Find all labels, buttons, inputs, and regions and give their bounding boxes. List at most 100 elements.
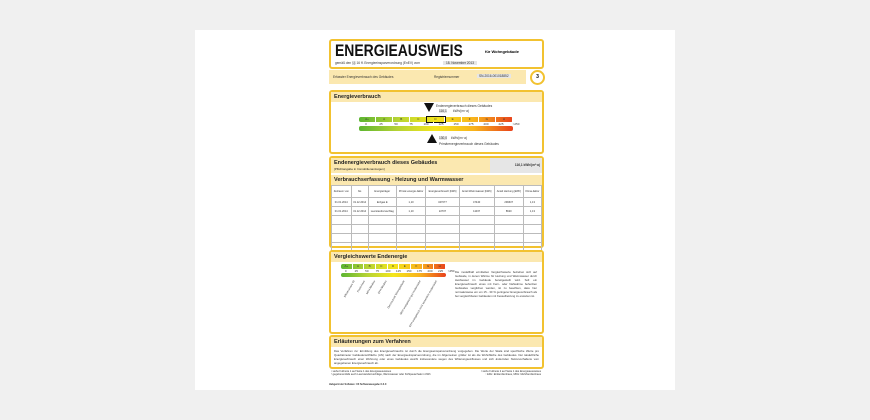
table-row: 01.01.2014 31.12.2014 Leerstandszuschlag 1,… bbox=[331, 206, 543, 216]
energy-title: Energieverbrauch bbox=[331, 92, 542, 102]
table-cell: 1,13 bbox=[522, 206, 543, 216]
energy-ticks: 0 25 50 75 100 125 150 175 200 225 >250 bbox=[359, 122, 524, 126]
column-header: Zeitraum von bbox=[331, 185, 352, 198]
end-label: Endenergieverbrauch dieses Gebäudes bbox=[436, 104, 493, 108]
table-cell bbox=[331, 224, 352, 234]
tick-label: 150 bbox=[449, 122, 464, 126]
consumption-table: Zeitraum von bis Energieträger Primär-energ… bbox=[331, 185, 543, 252]
primary-value: 130,0 bbox=[439, 136, 447, 140]
consumption-section: Endenergieverbrauch dieses Gebäudes [Pfl… bbox=[329, 156, 544, 252]
energy-class-D: D bbox=[388, 264, 400, 269]
title-box: ENERGIEAUSWEIS für Wohngebäude gemäß den… bbox=[329, 39, 544, 69]
compare-class-scale: A+ A B C D E F G H bbox=[341, 264, 447, 269]
table-cell bbox=[522, 215, 543, 225]
end-box-value: 116,1 kWh/(m²·a) bbox=[490, 158, 542, 173]
table-cell bbox=[493, 215, 524, 225]
end-value: 116,1 bbox=[439, 109, 447, 113]
table-cell: 1,10 bbox=[395, 206, 427, 216]
table-cell bbox=[425, 224, 460, 234]
table-cell: 31.12.2014 bbox=[350, 197, 369, 207]
tick-label: 0 bbox=[341, 269, 352, 273]
compare-ticks: 0 25 50 75 100 125 150 175 200 225 >250 bbox=[341, 269, 457, 273]
tick-label: 50 bbox=[389, 122, 404, 126]
energy-class-A+: A+ bbox=[359, 117, 377, 122]
column-header: Primär-energie-faktor bbox=[395, 185, 427, 198]
table-cell bbox=[522, 233, 543, 243]
footer-text: Hubgerät der Software: XX Softwareausgab… bbox=[329, 383, 387, 386]
law-text: gemäß den §§ 16 ff. Energieeinsparverord… bbox=[335, 61, 420, 65]
table-cell bbox=[493, 233, 524, 243]
energy-class-A: A bbox=[376, 117, 394, 122]
unit: kWh/(m²·a) bbox=[453, 109, 469, 113]
table-cell bbox=[458, 224, 495, 234]
tick-label: 225 bbox=[436, 269, 447, 273]
tick-label: 75 bbox=[404, 122, 419, 126]
table-cell bbox=[367, 233, 397, 243]
tick-label: 100 bbox=[419, 122, 434, 126]
table-cell bbox=[350, 215, 369, 225]
table-cell bbox=[425, 215, 460, 225]
explain-title: Erläuterungen zum Verfahren bbox=[331, 337, 542, 347]
compare-text: Die modellhaft ermittelten Vergleichswer… bbox=[455, 270, 537, 298]
table-cell bbox=[367, 224, 397, 234]
table-cell: Leerstandszuschlag bbox=[367, 206, 397, 216]
energy-class-scale: A+ A B C D E F G H bbox=[359, 116, 513, 123]
tick-label: 75 bbox=[373, 269, 384, 273]
end-box-note: [Pflichtangabe in Immobilienanzeigen] bbox=[334, 167, 385, 171]
table-cell bbox=[493, 224, 524, 234]
table-cell bbox=[395, 233, 427, 243]
tick-label: 225 bbox=[494, 122, 509, 126]
table-cell bbox=[395, 224, 427, 234]
energy-class-F: F bbox=[411, 264, 423, 269]
end-box-title: Endenergieverbrauch dieses Gebäudes bbox=[334, 160, 438, 166]
tick-label: 175 bbox=[464, 122, 479, 126]
tick-label: 125 bbox=[434, 122, 449, 126]
table-cell: 299637 bbox=[493, 197, 524, 207]
footnote: ¹ siehe Fußnote 1 auf Seite 1 des Energi… bbox=[331, 370, 392, 373]
arrow-up-icon bbox=[427, 134, 437, 143]
comparison-label: MFH Neubau bbox=[365, 280, 376, 295]
table-cell bbox=[331, 215, 352, 225]
tick-label: 200 bbox=[479, 122, 494, 126]
energy-class-B: B bbox=[364, 264, 377, 269]
empty-row bbox=[331, 233, 543, 243]
table-cell: 1,13 bbox=[522, 197, 543, 207]
doc-subtitle: für Wohngebäude bbox=[485, 49, 519, 54]
table-cell bbox=[458, 233, 495, 243]
primary-label: Primärenergieverbrauch dieses Gebäudes bbox=[439, 142, 499, 146]
energy-class-E: E bbox=[399, 264, 412, 269]
document-page: ENERGIEAUSWEIS für Wohngebäude gemäß den… bbox=[195, 30, 675, 390]
energy-class-A: A bbox=[353, 264, 365, 269]
gradient-bar bbox=[359, 126, 513, 131]
unit: kWh/(m²·a) bbox=[451, 136, 467, 140]
energy-class-B: B bbox=[393, 117, 411, 122]
reg-value: SN-2016-001018852 bbox=[477, 74, 511, 78]
energy-class-G: G bbox=[479, 117, 496, 122]
empty-row bbox=[331, 224, 543, 234]
tick-label: 150 bbox=[404, 269, 415, 273]
table-cell bbox=[350, 233, 369, 243]
column-header: Klima-faktor bbox=[522, 185, 543, 198]
energy-class-H: H bbox=[496, 117, 513, 122]
column-header: bis bbox=[350, 185, 369, 198]
energy-class-A+: A+ bbox=[341, 264, 353, 269]
meta-label: Erfasster Energieverbrauch des Gebäudes bbox=[333, 75, 394, 79]
tick-label: 200 bbox=[425, 269, 436, 273]
tick-label: 50 bbox=[362, 269, 373, 273]
energy-class-H: H bbox=[434, 264, 447, 269]
doc-title: ENERGIEAUSWEIS bbox=[335, 41, 463, 60]
comparison-label: EFH energetisch nicht wesentlich moderni… bbox=[408, 280, 438, 328]
arrow-down-icon bbox=[424, 103, 434, 112]
table-cell bbox=[331, 233, 352, 243]
page-number: 3 bbox=[530, 70, 545, 85]
table-cell bbox=[458, 215, 495, 225]
energy-class-C: C bbox=[376, 264, 388, 269]
table-cell bbox=[350, 224, 369, 234]
consumption-title: Verbrauchserfassung - Heizung und Warmwa… bbox=[331, 175, 542, 185]
reg-label: Registriernummer bbox=[434, 75, 460, 79]
table-cell: 347077 bbox=[425, 197, 460, 207]
column-header: Energieträger bbox=[367, 185, 397, 198]
table-cell bbox=[425, 233, 460, 243]
footnote: ⁴ EFH: Einfamilienhaus, MFH: Mehrfamilie… bbox=[485, 373, 541, 376]
